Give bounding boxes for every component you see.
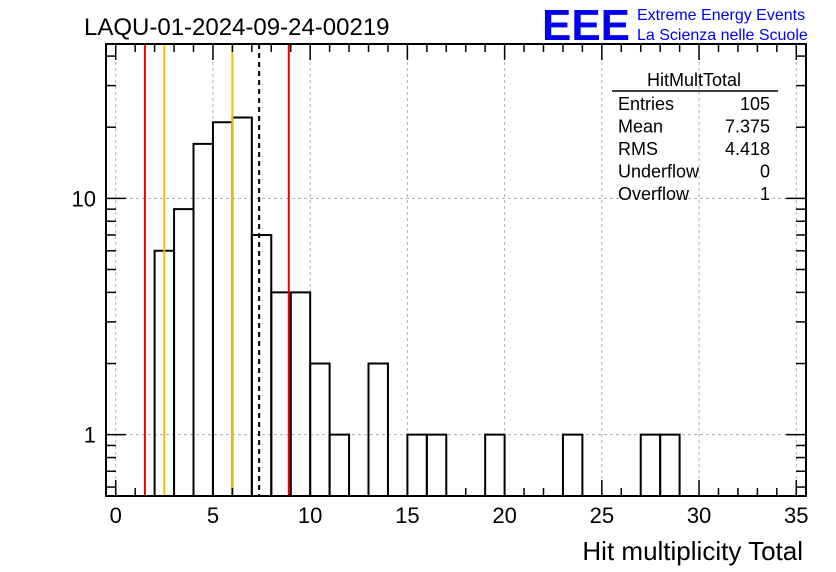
stats-label: Overflow xyxy=(618,184,690,204)
grid-lines xyxy=(106,44,806,496)
plot-frame xyxy=(105,43,807,497)
tick-labels: 0 5 10 15 20 25 30 35 1 10 xyxy=(72,186,809,528)
axis-ticks xyxy=(106,44,806,496)
x-tick-label: 15 xyxy=(395,503,419,528)
histogram-bin xyxy=(250,233,273,496)
histogram-bin xyxy=(192,142,214,496)
histogram-bin xyxy=(309,362,331,496)
logo-subtitle-line1: Extreme Energy Events xyxy=(637,7,805,24)
histogram-bin xyxy=(231,116,253,496)
x-tick-label: 25 xyxy=(590,503,614,528)
histogram-bin xyxy=(484,433,506,496)
x-tick-label: 35 xyxy=(784,503,808,528)
x-tick-label: 20 xyxy=(492,503,516,528)
marker-lines xyxy=(143,44,290,496)
stats-title: HitMultTotal xyxy=(647,70,741,90)
stats-box: HitMultTotal Entries 105 Mean 7.375 RMS 4.418… xyxy=(612,70,778,204)
histogram-bin xyxy=(561,433,584,496)
stats-value: 4.418 xyxy=(725,139,770,159)
x-tick-label: 30 xyxy=(687,503,711,528)
histogram-bin xyxy=(173,208,195,496)
stats-value: 7.375 xyxy=(725,117,770,137)
histogram-bin xyxy=(425,433,448,496)
stats-rows: Entries 105 Mean 7.375 RMS 4.418 Underflow 0 Ove… xyxy=(618,94,770,204)
x-tick-label: 5 xyxy=(207,503,219,528)
stats-label: Entries xyxy=(618,94,674,114)
stats-value: 105 xyxy=(740,94,770,114)
y-tick-label: 10 xyxy=(72,186,96,211)
stats-value: 1 xyxy=(760,184,770,204)
x-tick-label: 0 xyxy=(110,503,122,528)
y-tick-label: 1 xyxy=(84,423,96,448)
histogram-bin xyxy=(289,291,312,496)
logo-subtitle-line2: La Scienza nelle Scuole xyxy=(637,27,808,44)
histogram-bin xyxy=(639,433,662,496)
chart-title: LAQU-01-2024-09-24-00219 xyxy=(84,14,390,41)
stats-value: 0 xyxy=(760,162,770,182)
x-axis-title: Hit multiplicity Total xyxy=(582,536,803,566)
histogram-bin xyxy=(406,433,428,496)
histogram-bin xyxy=(367,362,389,496)
stats-label: Underflow xyxy=(618,162,700,182)
histogram-bin xyxy=(211,121,234,496)
histogram-bin xyxy=(659,433,681,496)
histogram-bars xyxy=(153,116,681,496)
eee-logo: EEE xyxy=(542,1,630,50)
x-tick-label: 10 xyxy=(298,503,322,528)
stats-label: Mean xyxy=(618,117,663,137)
stats-label: RMS xyxy=(618,139,658,159)
histogram-bin xyxy=(328,433,351,496)
